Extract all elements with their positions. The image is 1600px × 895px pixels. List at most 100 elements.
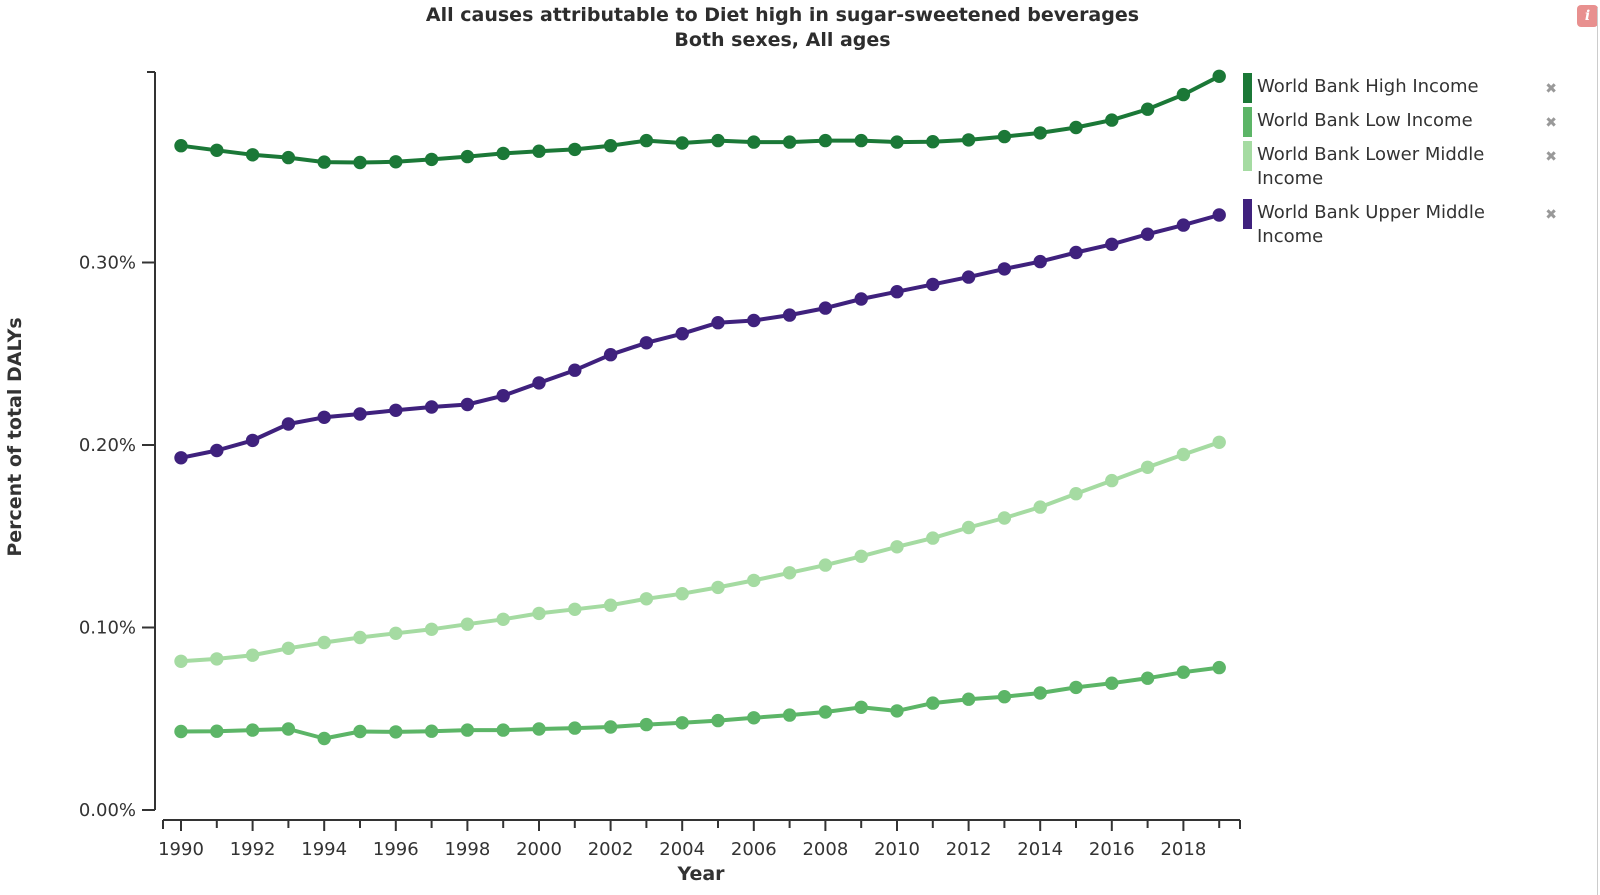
data-point bbox=[747, 135, 761, 149]
x-tick-label: 1996 bbox=[373, 839, 419, 860]
data-point bbox=[603, 348, 618, 362]
data-point bbox=[389, 155, 403, 169]
data-point bbox=[1140, 227, 1155, 241]
data-point bbox=[926, 531, 940, 545]
data-point bbox=[568, 142, 582, 157]
data-point bbox=[890, 540, 904, 554]
data-point bbox=[353, 155, 367, 170]
data-point bbox=[818, 133, 833, 148]
x-tick-label: 1994 bbox=[301, 839, 347, 860]
y-axis-title: Percent of total DALYs bbox=[4, 317, 26, 557]
data-point bbox=[210, 724, 224, 738]
legend-item-label: World Bank Upper Middle Income bbox=[1257, 202, 1485, 247]
data-point bbox=[1212, 208, 1226, 222]
legend-item: World Bank Low Income ✖ bbox=[1243, 107, 1561, 137]
data-point bbox=[639, 336, 654, 350]
data-point bbox=[603, 139, 618, 153]
x-tick-label: 1998 bbox=[444, 839, 490, 860]
data-point bbox=[174, 654, 188, 668]
data-point bbox=[1105, 237, 1119, 251]
data-point bbox=[424, 152, 439, 167]
data-point bbox=[1140, 671, 1155, 685]
data-point bbox=[317, 410, 331, 424]
data-point bbox=[1176, 665, 1191, 679]
series-line-2 bbox=[179, 440, 1222, 664]
data-point bbox=[747, 711, 761, 725]
legend-remove-button[interactable]: ✖ bbox=[1545, 149, 1557, 165]
data-point bbox=[353, 630, 367, 645]
data-point bbox=[1033, 500, 1047, 514]
data-point bbox=[711, 316, 725, 330]
data-point bbox=[1176, 218, 1191, 232]
data-point bbox=[1033, 686, 1047, 700]
data-point bbox=[926, 696, 940, 710]
data-point bbox=[1212, 660, 1226, 675]
data-point bbox=[1140, 460, 1155, 474]
data-point bbox=[1069, 245, 1083, 260]
data-point bbox=[997, 690, 1012, 704]
data-point bbox=[281, 722, 296, 736]
data-point bbox=[639, 717, 654, 732]
x-tick-label: 2008 bbox=[802, 839, 848, 860]
data-point bbox=[532, 606, 546, 621]
data-point bbox=[389, 403, 403, 417]
data-point bbox=[460, 397, 475, 412]
data-point bbox=[1033, 126, 1047, 140]
data-point bbox=[782, 566, 797, 580]
data-point bbox=[281, 150, 296, 165]
data-point bbox=[353, 724, 367, 739]
data-point bbox=[997, 129, 1012, 144]
data-point bbox=[1176, 87, 1191, 102]
legend-remove-button[interactable]: ✖ bbox=[1545, 115, 1557, 131]
legend-item: World Bank Upper Middle Income ✖ bbox=[1243, 199, 1561, 249]
y-tick-label: 0.30% bbox=[79, 253, 136, 274]
x-tick-label: 2000 bbox=[516, 839, 562, 860]
data-point bbox=[890, 285, 904, 299]
data-point bbox=[174, 724, 188, 739]
data-point bbox=[639, 133, 654, 148]
data-point bbox=[460, 617, 475, 631]
legend-item-label: World Bank Low Income bbox=[1257, 110, 1473, 131]
data-point bbox=[1069, 487, 1083, 501]
data-point bbox=[997, 262, 1012, 276]
data-point bbox=[496, 146, 510, 161]
data-point bbox=[747, 573, 761, 588]
chart-subtitle: Both sexes, All ages bbox=[674, 29, 891, 51]
data-point bbox=[496, 612, 510, 626]
data-point bbox=[961, 692, 976, 706]
x-tick-label: 2010 bbox=[874, 839, 920, 860]
data-point bbox=[818, 705, 833, 719]
legend: World Bank High Income ✖ World Bank Low … bbox=[1243, 73, 1561, 249]
data-point bbox=[926, 135, 940, 149]
legend-swatch bbox=[1243, 199, 1252, 229]
info-button[interactable]: i bbox=[1577, 5, 1598, 27]
data-point bbox=[782, 708, 797, 722]
x-axis-title: Year bbox=[677, 863, 725, 885]
legend-swatch bbox=[1243, 73, 1252, 103]
data-point bbox=[818, 558, 833, 572]
data-point bbox=[1212, 69, 1226, 84]
y-tick-label: 0.20% bbox=[79, 435, 136, 456]
x-tick-label: 2004 bbox=[659, 839, 705, 860]
data-point bbox=[210, 443, 224, 458]
data-point bbox=[675, 136, 689, 150]
data-point bbox=[675, 587, 689, 601]
x-tick-label: 1992 bbox=[230, 839, 276, 860]
legend-remove-button[interactable]: ✖ bbox=[1545, 81, 1557, 97]
y-tick-label: 0.00% bbox=[79, 800, 136, 821]
data-point bbox=[317, 635, 331, 650]
legend-swatch bbox=[1243, 141, 1252, 171]
data-point bbox=[210, 143, 224, 157]
data-point bbox=[424, 400, 439, 414]
data-point bbox=[675, 327, 689, 341]
data-point bbox=[317, 155, 331, 169]
legend-swatch bbox=[1243, 107, 1252, 137]
data-point bbox=[1105, 473, 1119, 488]
data-point bbox=[245, 433, 260, 448]
series-line-1 bbox=[179, 665, 1222, 741]
legend-remove-button[interactable]: ✖ bbox=[1545, 207, 1557, 223]
data-point bbox=[424, 622, 439, 636]
data-point bbox=[568, 721, 582, 735]
data-point bbox=[961, 270, 976, 284]
